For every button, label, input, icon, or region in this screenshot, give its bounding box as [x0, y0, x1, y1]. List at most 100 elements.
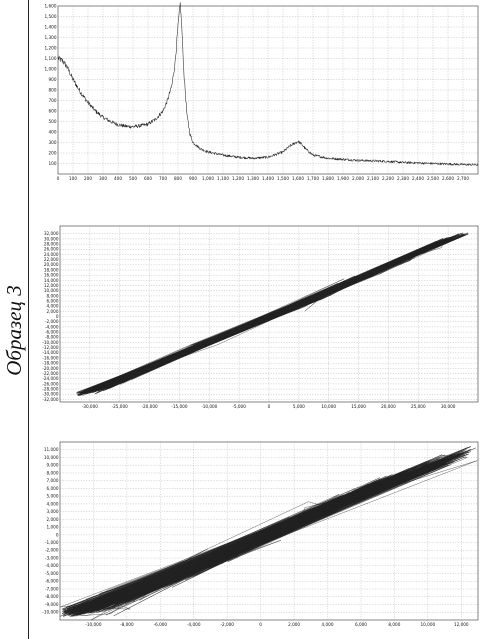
x-tick-label: 1,500: [277, 176, 289, 181]
x-tick-label: 25,000: [411, 404, 426, 409]
x-tick-label: 6,000: [355, 622, 367, 627]
y-tick-label: -18,000: [42, 361, 58, 366]
y-tick-label: 24,000: [44, 252, 59, 257]
y-tick-label: 8,000: [47, 470, 59, 475]
y-tick-label: 2,000: [47, 517, 59, 522]
y-tick-label: 32,000: [44, 231, 59, 236]
y-tick-label: 6,000: [47, 486, 59, 491]
x-tick-label: 20,000: [381, 404, 396, 409]
y-tick-label: -2,000: [45, 319, 59, 324]
y-tick-label: 26,000: [44, 247, 59, 252]
y-tick-label: 2,000: [47, 309, 59, 314]
y-tick-label: -7,000: [45, 586, 59, 591]
y-tick-label: -14,000: [42, 350, 58, 355]
x-tick-label: 4,000: [322, 622, 334, 627]
series-line: [60, 446, 478, 621]
y-tick-label: -6,000: [45, 579, 59, 584]
y-tick-label: 400: [49, 129, 57, 134]
y-tick-label: 700: [49, 98, 57, 103]
y-tick-label: 300: [49, 140, 57, 145]
y-tick-label: 1,000: [45, 66, 57, 71]
x-tick-label: 2,300: [397, 176, 409, 181]
x-tick-label: 2,100: [367, 176, 379, 181]
y-tick-label: -4,000: [45, 324, 59, 329]
y-tick-label: -10,000: [42, 340, 58, 345]
y-tick-label: 600: [49, 108, 57, 113]
chart-spectrum: 0 100 200 300 400 500 600 700 800 900 1,000 1,100 1,…: [45, 2, 479, 181]
x-tick-label: 400: [114, 176, 122, 181]
y-tick-label: 4,000: [47, 501, 59, 506]
x-tick-label: 1,100: [217, 176, 229, 181]
y-tick-label: -4,000: [45, 563, 59, 568]
x-tick-label: -10,000: [201, 404, 217, 409]
y-tick-label: -9,000: [45, 602, 59, 607]
x-tick-label: 2,000: [352, 176, 364, 181]
x-tick-label: 700: [159, 176, 167, 181]
x-tick-label: -2,000: [220, 622, 234, 627]
y-tick-label: 7,000: [47, 478, 59, 483]
chart-correlation-1: -30,000 -25,000 -20,000 -15,000 -10,000 -5,00…: [42, 225, 479, 409]
x-tick-label: 0: [57, 176, 60, 181]
sample-label: Образец 3: [2, 240, 26, 420]
y-tick-label: 100: [49, 161, 57, 166]
x-tick-label: -6,000: [154, 622, 168, 627]
x-tick-label: 5,000: [293, 404, 305, 409]
y-tick-label: 1,300: [45, 35, 57, 40]
x-tick-label: 1,200: [232, 176, 244, 181]
x-tick-label: -20,000: [141, 404, 157, 409]
y-tick-label: -30,000: [42, 392, 58, 397]
y-tick-label: 20,000: [44, 262, 59, 267]
x-tick-label: 1,900: [337, 176, 349, 181]
y-tick-label: 800: [49, 87, 57, 92]
x-tick-label: 600: [144, 176, 152, 181]
x-tick-label: 300: [99, 176, 107, 181]
y-tick-label: -26,000: [42, 381, 58, 386]
x-tick-label: 100: [69, 176, 77, 181]
y-tick-label: 6,000: [47, 298, 59, 303]
y-tick-label: 9,000: [47, 463, 59, 468]
y-tick-label: -8,000: [45, 335, 59, 340]
y-tick-label: 11,000: [44, 447, 59, 452]
y-tick-label: 1,000: [47, 525, 59, 530]
x-tick-label: -15,000: [171, 404, 187, 409]
y-tick-label: 500: [49, 119, 57, 124]
chart-correlation-2: -10,000 -8,000 -6,000 -4,000 -2,000 0 2,000 4,0…: [42, 441, 479, 627]
y-tick-label: 12,000: [44, 283, 59, 288]
y-tick-label: 1,100: [45, 56, 57, 61]
y-tick-label: 18,000: [44, 267, 59, 272]
y-tick-label: -22,000: [42, 371, 58, 376]
x-tick-label: 2,600: [442, 176, 454, 181]
y-tick-label: 30,000: [44, 236, 59, 241]
y-tick-label: 1,400: [45, 24, 57, 29]
y-tick-label: -20,000: [42, 366, 58, 371]
y-tick-label: -3,000: [45, 555, 59, 560]
x-tick-label: 1,300: [247, 176, 259, 181]
x-tick-label: 2,000: [288, 622, 300, 627]
y-tick-label: 3,000: [47, 509, 59, 514]
y-tick-label: 4,000: [47, 304, 59, 309]
x-tick-label: -5,000: [232, 404, 246, 409]
x-tick-label: 1,700: [307, 176, 319, 181]
y-tick-label: -1,000: [45, 540, 59, 545]
y-tick-label: 1,200: [45, 45, 57, 50]
y-tick-label: -12,000: [42, 345, 58, 350]
x-tick-label: 1,800: [322, 176, 334, 181]
x-tick-label: 1,600: [292, 176, 304, 181]
y-tick-label: -5,000: [45, 571, 59, 576]
y-tick-label: -8,000: [45, 594, 59, 599]
x-tick-label: 2,200: [382, 176, 394, 181]
x-tick-label: 2,700: [457, 176, 469, 181]
x-tick-label: 0: [268, 404, 271, 409]
x-tick-label: 10,000: [421, 622, 436, 627]
x-tick-label: 15,000: [351, 404, 366, 409]
x-tick-label: 900: [189, 176, 197, 181]
vertical-divider: [28, 0, 29, 639]
x-tick-label: 0: [259, 622, 262, 627]
y-tick-label: 5,000: [47, 494, 59, 499]
y-tick-label: -32,000: [42, 397, 58, 402]
x-tick-label: 800: [174, 176, 182, 181]
x-tick-label: 200: [84, 176, 92, 181]
y-tick-label: 10,000: [44, 288, 59, 293]
y-tick-label: 0: [56, 532, 59, 537]
x-tick-label: 30,000: [441, 404, 456, 409]
